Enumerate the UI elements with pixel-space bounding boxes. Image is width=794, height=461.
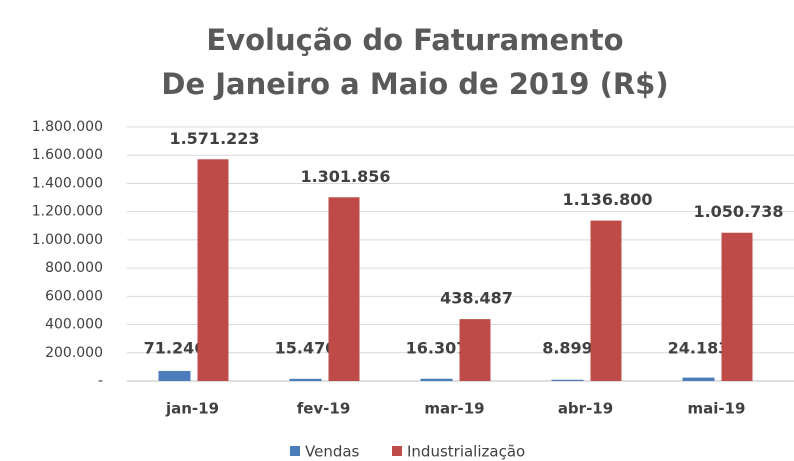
value-label: 438.487: [440, 289, 513, 308]
y-tick-label: 1.000.000: [32, 232, 103, 248]
legend-swatch: [290, 446, 300, 456]
x-tick-label: mai-19: [688, 400, 746, 418]
y-tick-label: 200.000: [45, 345, 103, 361]
bar: [289, 378, 322, 381]
value-label: 8.899: [542, 339, 593, 358]
legend-label: Industrialização: [407, 443, 525, 461]
value-label: 1.301.856: [300, 167, 390, 186]
x-tick-label: fev-19: [297, 400, 351, 418]
bar: [721, 232, 753, 381]
y-tick-label: 600.000: [45, 288, 103, 304]
legend-swatch: [392, 446, 402, 456]
y-tick-label: 400.000: [45, 317, 103, 333]
y-tick-label: 1.200.000: [32, 204, 103, 220]
x-tick-label: abr-19: [558, 400, 613, 418]
y-tick-label: -: [98, 373, 103, 389]
x-tick-label: mar-19: [424, 400, 484, 418]
y-tick-label: 1.800.000: [32, 119, 103, 135]
y-tick-label: 800.000: [45, 260, 103, 276]
bar: [551, 379, 584, 381]
bar: [459, 319, 491, 381]
bar: [158, 370, 191, 381]
bar: [328, 197, 360, 381]
bar: [682, 377, 715, 381]
bar: [420, 378, 453, 381]
value-label: 15.470: [275, 339, 337, 358]
bar: [197, 159, 229, 381]
value-label: 1.136.800: [562, 190, 652, 209]
value-label: 24.183: [668, 339, 730, 358]
y-tick-label: 1.600.000: [32, 147, 103, 163]
chart-title: De Janeiro a Maio de 2019 (R$): [161, 67, 668, 101]
bar: [590, 220, 622, 381]
value-label: 71.246: [144, 339, 206, 358]
value-label: 1.050.738: [693, 202, 783, 221]
legend-label: Vendas: [305, 443, 360, 461]
value-label: 16.307: [406, 339, 468, 358]
value-label: 1.571.223: [169, 129, 259, 148]
chart-title: Evolução do Faturamento: [206, 23, 623, 57]
x-tick-label: jan-19: [165, 400, 219, 418]
y-tick-label: 1.400.000: [32, 175, 103, 191]
